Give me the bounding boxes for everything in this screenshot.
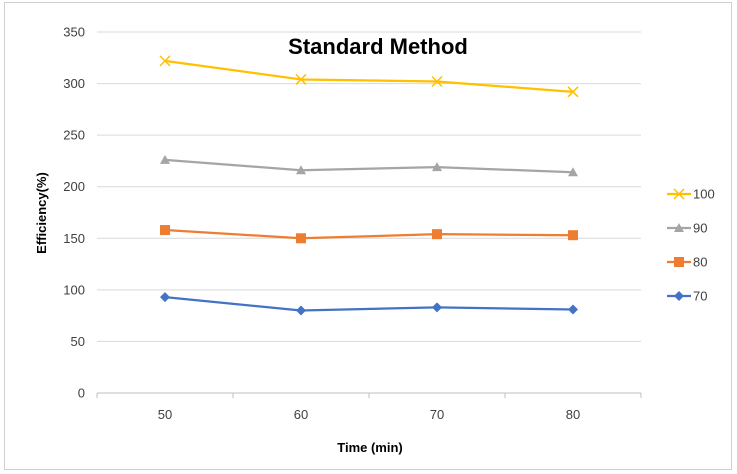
data-point bbox=[295, 73, 307, 85]
y-tick-labels: 0 50 100 150 200 250 300 350 bbox=[63, 25, 85, 401]
legend-item: 80 bbox=[667, 255, 707, 270]
series-line bbox=[164, 295, 574, 312]
legend-item: 90 bbox=[667, 221, 707, 236]
data-point bbox=[160, 292, 170, 303]
axes bbox=[96, 392, 642, 398]
series-90 bbox=[160, 154, 578, 177]
gridlines bbox=[97, 31, 641, 342]
y-tick-label: 250 bbox=[63, 128, 85, 143]
y-tick-label: 0 bbox=[78, 386, 85, 401]
series-80 bbox=[160, 225, 578, 244]
data-point bbox=[568, 167, 578, 177]
data-point bbox=[431, 75, 443, 88]
x-tick-label: 80 bbox=[566, 407, 580, 422]
legend-item: 100 bbox=[667, 187, 715, 202]
data-point bbox=[296, 165, 306, 175]
series-line bbox=[164, 228, 574, 240]
y-tick-label: 350 bbox=[63, 25, 85, 40]
chart-title: Standard Method bbox=[288, 34, 468, 59]
x-tick-label: 50 bbox=[158, 407, 172, 422]
series-group bbox=[159, 55, 579, 316]
series-line bbox=[164, 59, 574, 93]
x-tick-label: 60 bbox=[294, 407, 308, 422]
legend-swatch-marker bbox=[673, 188, 685, 200]
data-point bbox=[568, 230, 578, 241]
data-point bbox=[296, 233, 306, 244]
legend-label: 70 bbox=[693, 289, 707, 304]
y-tick-label: 300 bbox=[63, 76, 85, 91]
y-tick-label: 50 bbox=[71, 334, 85, 349]
x-tick-labels: 50 60 70 80 bbox=[158, 407, 580, 422]
legend-label: 90 bbox=[693, 221, 707, 236]
legend-item: 70 bbox=[667, 289, 707, 304]
legend-swatch-marker bbox=[674, 223, 684, 232]
legend-swatch-marker bbox=[674, 257, 684, 267]
series-line bbox=[164, 158, 574, 174]
y-tick-label: 150 bbox=[63, 231, 85, 246]
data-point bbox=[160, 154, 170, 164]
legend: 100 90 80 70 bbox=[667, 187, 715, 304]
x-axis-title: Time (min) bbox=[337, 440, 403, 455]
data-point bbox=[160, 225, 170, 236]
data-point bbox=[432, 162, 442, 172]
data-point bbox=[296, 305, 306, 316]
y-tick-label: 200 bbox=[63, 179, 85, 194]
data-point bbox=[567, 86, 579, 98]
data-point bbox=[432, 229, 442, 240]
y-tick-label: 100 bbox=[63, 282, 85, 297]
legend-label: 100 bbox=[693, 187, 715, 202]
series-100 bbox=[159, 55, 579, 98]
y-axis-title: Efficiency(%) bbox=[34, 172, 49, 254]
legend-label: 80 bbox=[693, 255, 707, 270]
data-point bbox=[159, 55, 171, 67]
x-tick-label: 70 bbox=[430, 407, 444, 422]
data-point bbox=[432, 302, 442, 313]
series-70 bbox=[160, 292, 578, 316]
data-point bbox=[568, 304, 578, 315]
legend-swatch-marker bbox=[674, 291, 684, 301]
